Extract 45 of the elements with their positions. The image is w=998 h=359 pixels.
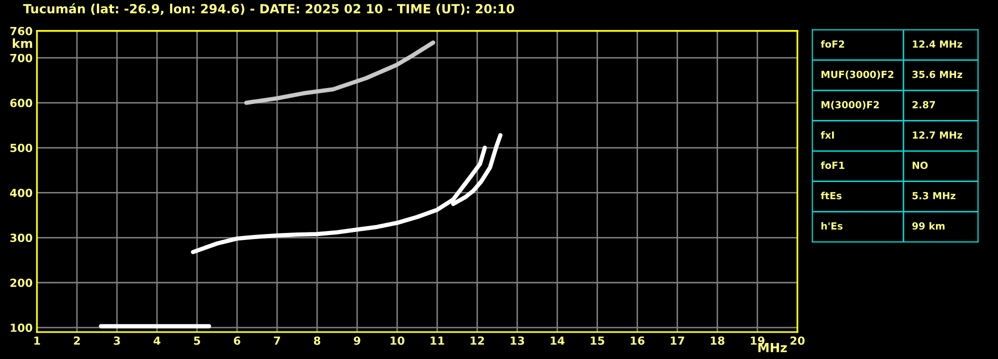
text: 12.4 MHz	[912, 40, 962, 48]
y-tick-label: 400	[10, 188, 32, 198]
text: 35.6 MHz	[912, 70, 962, 78]
x-tick-label: 1	[34, 336, 40, 345]
y-tick-label: 600	[10, 98, 32, 108]
y-axis-title: km	[12, 38, 32, 48]
y-tick-label: 500	[10, 144, 32, 152]
text: 99 km	[912, 222, 945, 230]
text: NO	[912, 162, 928, 170]
x-tick-label: 13	[510, 336, 524, 345]
text: 12.7 MHz	[912, 131, 962, 139]
x-tick-label: 16	[630, 336, 644, 345]
x-tick-label: 10	[390, 336, 404, 345]
x-axis-title: MHz	[758, 342, 787, 352]
chart-title: Tucumán (lat: -26.9, lon: 294.6) - DATE: 2025 02 10 - TIME (UT): 20:10	[23, 3, 514, 16]
x-tick-label: 17	[670, 336, 684, 345]
x-tick-label: 4	[154, 336, 160, 345]
x-tick-label: 18	[710, 336, 724, 345]
text: h'Es	[821, 222, 843, 230]
x-tick-label: 9	[354, 336, 360, 345]
x-tick-label: 3	[114, 336, 120, 345]
y-tick-label: 700	[10, 54, 32, 62]
text: ftEs	[820, 192, 842, 200]
x-tick-label: 7	[274, 336, 280, 345]
y-tick-label: 760	[10, 26, 32, 36]
x-tick-label: 6	[234, 336, 240, 345]
text: foF2	[820, 40, 844, 48]
x-tick-label: 15	[590, 336, 604, 345]
y-tick-label: 100	[10, 324, 32, 332]
text: MUF(3000)F2	[822, 70, 894, 80]
x-tick-label: 12	[470, 336, 484, 345]
x-tick-label: 8	[314, 336, 320, 345]
text: 2.87	[912, 101, 935, 108]
text: M(3000)F2	[822, 100, 879, 110]
text: fxI	[820, 131, 834, 139]
x-tick-label: 11	[430, 336, 444, 345]
text: foF1	[820, 161, 844, 170]
y-tick-label: 300	[10, 234, 32, 242]
y-tick-label: 200	[10, 278, 32, 288]
x-tick-label: 20	[790, 336, 805, 345]
x-tick-label: 5	[194, 336, 200, 345]
x-tick-label: 2	[74, 336, 80, 345]
text: 5.3 MHz	[912, 192, 956, 200]
x-tick-label: 14	[550, 336, 564, 345]
line-series	[244, 40, 436, 105]
